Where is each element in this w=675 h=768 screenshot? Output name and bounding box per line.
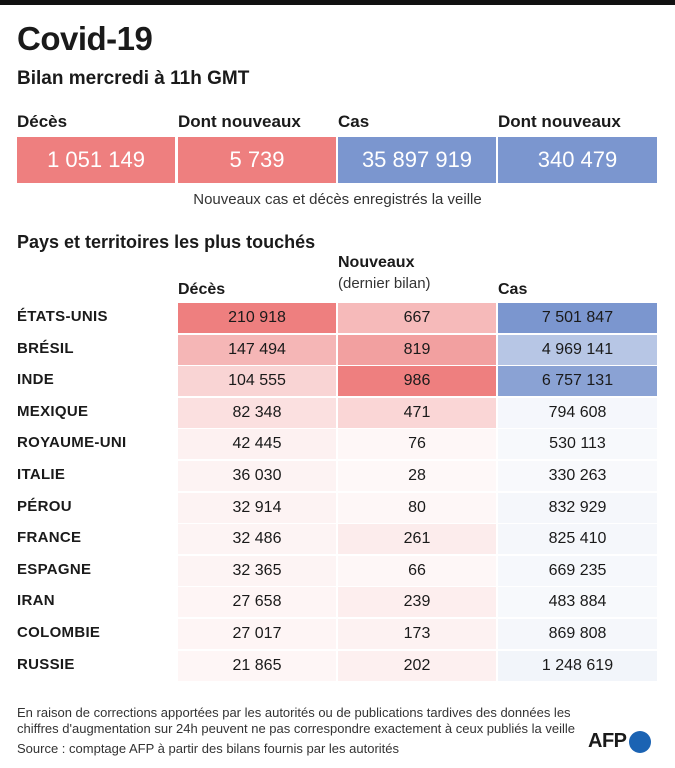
country-name: RUSSIE — [17, 656, 75, 673]
summary-label: Décès — [17, 112, 68, 131]
deaths-cell: 42 445 — [178, 429, 336, 459]
summary-value: 1 051 149 — [17, 137, 175, 183]
deaths-cell: 32 486 — [178, 524, 336, 554]
deaths-cell: 32 914 — [178, 493, 336, 523]
new-deaths-cell: 471 — [338, 398, 496, 428]
summary-label: Dont nouveaux — [498, 112, 621, 131]
column-subheader-new: (dernier bilan) — [338, 275, 431, 292]
new-deaths-cell: 76 — [338, 429, 496, 459]
cases-cell: 483 884 — [498, 587, 657, 617]
cases-cell: 669 235 — [498, 556, 657, 586]
cases-cell: 6 757 131 — [498, 366, 657, 396]
country-name: ÉTATS-UNIS — [17, 308, 108, 325]
cases-cell: 4 969 141 — [498, 335, 657, 365]
cases-cell: 1 248 619 — [498, 651, 657, 681]
deaths-cell: 104 555 — [178, 366, 336, 396]
deaths-cell: 32 365 — [178, 556, 336, 586]
summary-value: 35 897 919 — [338, 137, 496, 183]
country-name: INDE — [17, 371, 55, 388]
country-name: PÉROU — [17, 498, 72, 515]
page-title: Covid-19 — [17, 20, 153, 57]
cases-cell: 7 501 847 — [498, 303, 657, 333]
new-deaths-cell: 66 — [338, 556, 496, 586]
table-section-title: Pays et territoires les plus touchés — [17, 232, 316, 252]
cases-cell: 794 608 — [498, 398, 657, 428]
country-name: ROYAUME-UNI — [17, 434, 127, 451]
country-name: ESPAGNE — [17, 561, 92, 578]
country-name: FRANCE — [17, 529, 82, 546]
summary-value: 340 479 — [498, 137, 657, 183]
cases-cell: 832 929 — [498, 493, 657, 523]
summary-label: Dont nouveaux — [178, 112, 301, 131]
deaths-cell: 210 918 — [178, 303, 336, 333]
country-name: BRÉSIL — [17, 340, 74, 357]
afp-logo: AFP — [588, 730, 651, 753]
column-header-cases: Cas — [498, 281, 528, 298]
new-deaths-cell: 202 — [338, 651, 496, 681]
logo-text: AFP — [588, 730, 627, 752]
new-deaths-cell: 986 — [338, 366, 496, 396]
cases-cell: 330 263 — [498, 461, 657, 491]
summary-note: Nouveaux cas et décès enregistrés la vei… — [193, 191, 482, 208]
source-line: Source : comptage AFP à partir des bilan… — [17, 741, 400, 756]
deaths-cell: 21 865 — [178, 651, 336, 681]
column-header-deaths: Décès — [178, 281, 226, 298]
new-deaths-cell: 261 — [338, 524, 496, 554]
footnote: En raison de corrections apportées par l… — [17, 705, 575, 736]
new-deaths-cell: 239 — [338, 587, 496, 617]
country-name: MEXIQUE — [17, 403, 89, 420]
deaths-cell: 27 658 — [178, 587, 336, 617]
cases-cell: 825 410 — [498, 524, 657, 554]
summary-value: 5 739 — [178, 137, 336, 183]
new-deaths-cell: 667 — [338, 303, 496, 333]
logo-dot-icon — [628, 730, 651, 753]
deaths-cell: 82 348 — [178, 398, 336, 428]
column-header-new: Nouveaux — [338, 254, 415, 271]
new-deaths-cell: 173 — [338, 619, 496, 649]
country-name: COLOMBIE — [17, 624, 101, 641]
country-name: IRAN — [17, 592, 55, 609]
page-subtitle: Bilan mercredi à 11h GMT — [17, 68, 250, 89]
cases-cell: 530 113 — [498, 429, 657, 459]
cases-cell: 869 808 — [498, 619, 657, 649]
new-deaths-cell: 80 — [338, 493, 496, 523]
new-deaths-cell: 819 — [338, 335, 496, 365]
top-rule — [0, 0, 675, 5]
country-name: ITALIE — [17, 466, 66, 483]
new-deaths-cell: 28 — [338, 461, 496, 491]
deaths-cell: 36 030 — [178, 461, 336, 491]
deaths-cell: 147 494 — [178, 335, 336, 365]
summary-label: Cas — [338, 112, 370, 131]
deaths-cell: 27 017 — [178, 619, 336, 649]
